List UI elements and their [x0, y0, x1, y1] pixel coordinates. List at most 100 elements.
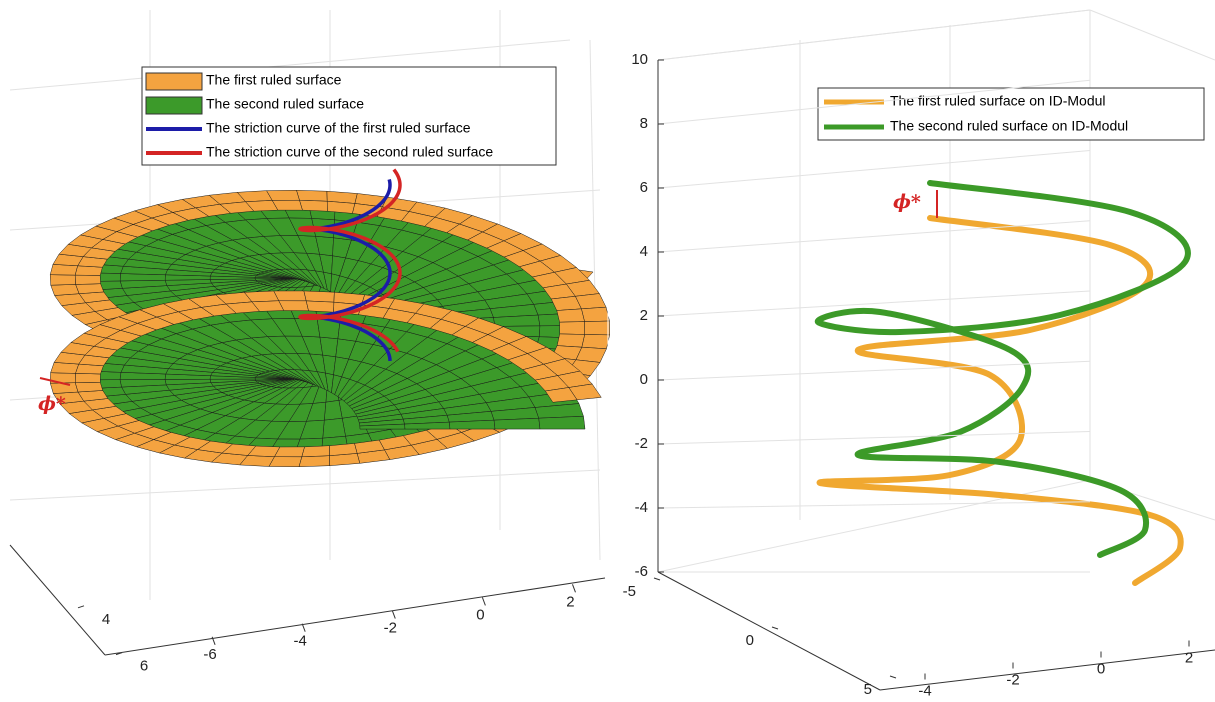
surface-patch [296, 190, 328, 202]
y-tick-label: 0 [746, 632, 754, 649]
x-tick-label: -4 [294, 633, 307, 650]
legend-label: The first ruled surface [206, 72, 342, 88]
left-panel: ϕ* The first ruled surface The second rul… [9, 10, 610, 675]
z-tick-label: 8 [640, 115, 648, 132]
surface-patch [75, 283, 105, 294]
z-tick-label: 2 [640, 307, 648, 324]
y-axis [9, 544, 106, 656]
y-tick [115, 652, 123, 656]
surface-patch [266, 190, 300, 201]
legend-swatch [145, 72, 203, 91]
y-tick-label: -5 [623, 583, 636, 600]
legend-label: The striction curve of the second ruled … [206, 144, 493, 160]
legend-label: The second ruled surface [206, 96, 364, 112]
surface-patch [273, 290, 307, 302]
curves [814, 180, 1191, 586]
x-tick [211, 636, 216, 646]
surface-patch [538, 415, 586, 430]
x-tick-label: 0 [476, 606, 484, 623]
surface-patch [74, 274, 101, 285]
surface-patch [319, 336, 339, 358]
z-tick-label: -4 [635, 499, 648, 516]
legend-label: The second ruled surface on ID-Modul [890, 118, 1128, 134]
grid-line [657, 9, 1091, 61]
x-tick [572, 584, 576, 593]
x-tick-label: -6 [203, 646, 216, 663]
y-tick [653, 577, 661, 581]
surface-patch [278, 300, 309, 312]
grid-line [657, 150, 1091, 189]
surface-patch [49, 274, 76, 286]
surface-patch [50, 284, 80, 296]
annotation: ϕ* [38, 393, 66, 415]
striction-curve [298, 168, 402, 353]
z-tick-label: -2 [635, 435, 648, 452]
surface-patch [268, 456, 303, 468]
x-tick-label: 2 [1185, 649, 1193, 666]
y-tick-label: 4 [102, 611, 110, 628]
annotation: ϕ* [893, 191, 921, 213]
surface-patch [75, 373, 101, 383]
surface-patch [556, 308, 585, 323]
phi-arrow [39, 377, 71, 386]
surface-patch [556, 333, 585, 348]
grid-line [657, 501, 1091, 509]
z-tick-label: -6 [635, 563, 648, 580]
x-tick [391, 610, 396, 619]
z-tick-label: 6 [640, 179, 648, 196]
surface-patch [49, 264, 79, 276]
x-tick-label: -4 [918, 682, 931, 699]
surface-patch [559, 321, 585, 335]
x-tick [481, 597, 486, 606]
y-tick-label: 5 [864, 681, 872, 698]
legend: The first ruled surface The second ruled … [141, 66, 557, 166]
surface-patch [581, 306, 610, 322]
y-tick [771, 626, 779, 630]
y-tick [889, 675, 897, 679]
y-tick [77, 605, 85, 609]
surface-patch [329, 443, 358, 456]
right-panel: ϕ* The first ruled surface on ID-ModulTh… [623, 9, 1215, 699]
z-tick-label: 4 [640, 243, 648, 260]
x-tick [301, 623, 306, 632]
surface-patch [493, 417, 541, 430]
surface-patch [299, 199, 328, 212]
legend: The first ruled surface on ID-Modul The s… [817, 87, 1205, 141]
y-axis [657, 571, 881, 691]
surface-patch [581, 334, 610, 350]
surface-patch [322, 418, 346, 439]
surface-patch [301, 445, 330, 458]
grid-line [657, 220, 1091, 253]
surface-patch [326, 200, 356, 214]
striction-curve [309, 179, 392, 362]
surface-patch [544, 387, 578, 403]
surface-patch [324, 400, 343, 421]
x-tick-label: -2 [1006, 671, 1019, 688]
legend-swatch [145, 96, 203, 115]
y-tick-label: 6 [140, 658, 148, 675]
surface-patch [305, 300, 335, 313]
legend-box [141, 66, 557, 166]
z-tick-label: 0 [640, 371, 648, 388]
x-tick-label: 0 [1097, 660, 1105, 677]
surfaces [49, 168, 610, 468]
grid-line [657, 360, 1091, 381]
legend-label: The striction curve of the first ruled s… [206, 120, 471, 136]
series-curve [814, 180, 1191, 558]
x-axis [104, 577, 606, 656]
grid-line [657, 431, 1091, 445]
surface-patch [74, 382, 104, 393]
surface-patch [271, 199, 303, 211]
legend-box [817, 87, 1205, 141]
surface-patch [584, 320, 610, 336]
surface-patch [303, 290, 335, 303]
x-axis [879, 649, 1215, 691]
grid-line [657, 290, 1091, 317]
surface-patch [298, 455, 330, 468]
z-tick-label: 10 [631, 51, 648, 68]
x-tick-label: -2 [384, 620, 397, 637]
grid-line [657, 79, 1091, 125]
legend-label: The first ruled surface on ID-Modul [890, 93, 1106, 109]
x-tick-label: 2 [566, 593, 574, 610]
